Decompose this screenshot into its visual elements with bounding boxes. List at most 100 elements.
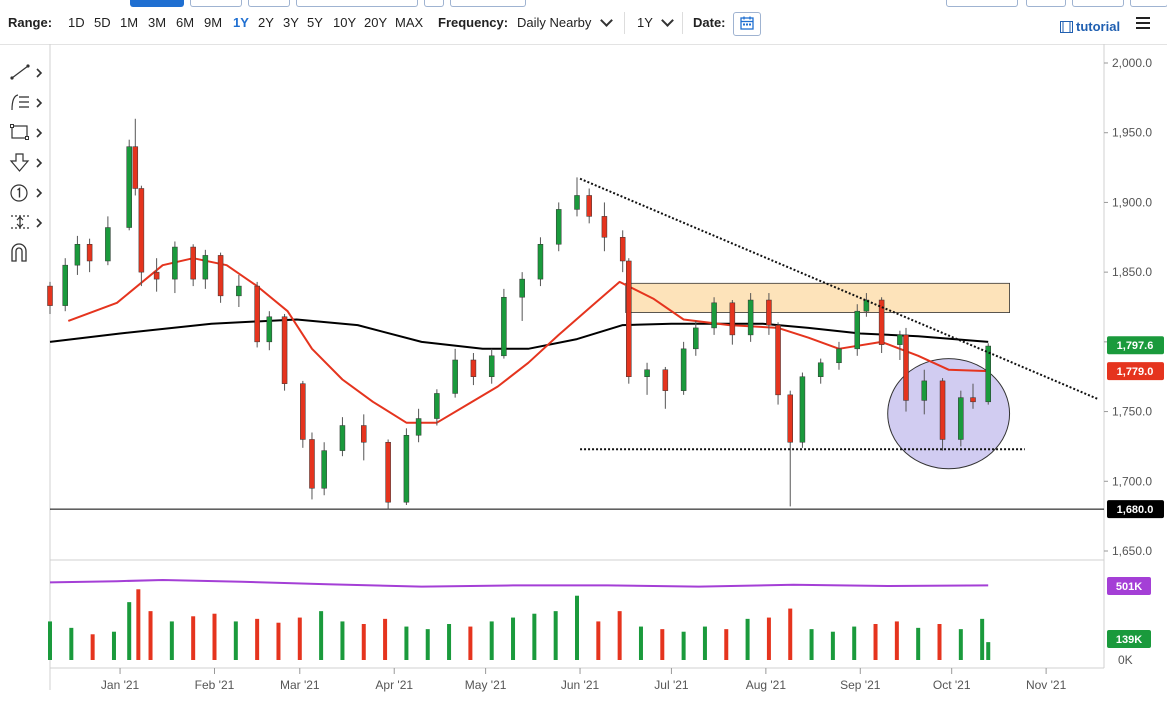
candle-body	[693, 327, 699, 350]
volume-bar	[766, 617, 771, 660]
volume-bar	[148, 611, 153, 660]
candle-body	[644, 369, 650, 377]
volume-bar	[617, 611, 622, 660]
volume-bar	[745, 618, 750, 660]
volume-bar	[425, 629, 430, 660]
toolbar-stub[interactable]	[130, 0, 184, 7]
toolbar-stub[interactable]	[450, 0, 526, 7]
volume-bar	[958, 629, 963, 660]
range-5y[interactable]: 5Y	[307, 15, 323, 30]
oscillator-label-box	[1107, 577, 1151, 595]
line-tool-icon	[10, 64, 43, 80]
toolbar-stub[interactable]	[1072, 0, 1124, 7]
range-max[interactable]: MAX	[395, 15, 424, 30]
annotation-tool[interactable]	[8, 180, 46, 204]
volume-bar	[340, 621, 345, 660]
range-1y[interactable]: 1Y	[233, 15, 249, 30]
volume-bar	[361, 624, 366, 660]
annotations-front	[579, 177, 1099, 451]
moving-average-long	[49, 318, 989, 350]
toolbar-divider	[624, 12, 625, 34]
range-20y[interactable]: 20Y	[364, 15, 388, 30]
candle-body	[470, 359, 477, 377]
range-6m[interactable]: 6M	[176, 15, 195, 30]
candle-body	[126, 146, 132, 228]
candle-body	[254, 285, 260, 343]
y-tick-label: 2,000.0	[1112, 56, 1152, 70]
range-label: Range:	[8, 15, 53, 30]
arrow-tool[interactable]	[8, 150, 46, 174]
range-1d[interactable]: 1D	[68, 15, 85, 30]
volume-bar	[809, 629, 814, 660]
rectangle-tool[interactable]	[8, 120, 46, 144]
price-label: 1,680.0	[1117, 504, 1154, 516]
candle-body	[385, 441, 391, 503]
volume-bar	[255, 618, 260, 660]
series-layer	[47, 118, 991, 660]
fibonacci-tool[interactable]	[8, 90, 46, 114]
candle-body	[903, 334, 909, 401]
toolbar-stub[interactable]	[424, 0, 444, 7]
range-3y[interactable]: 3Y	[283, 15, 299, 30]
tutorial-link[interactable]: tutorial	[1076, 19, 1121, 34]
candle-body	[434, 393, 440, 419]
candle-body	[452, 359, 458, 394]
arrow-down-icon	[9, 153, 43, 172]
candle-body	[775, 324, 781, 396]
measure-tool[interactable]	[8, 210, 46, 234]
volume-bar	[980, 618, 985, 660]
toolbar-stub[interactable]	[946, 0, 1018, 7]
x-tick-label: Jun '21	[561, 678, 600, 692]
range-10y[interactable]: 10Y	[333, 15, 357, 30]
frequency-label: Frequency:	[438, 15, 509, 30]
candle-body	[105, 227, 111, 262]
candle-body	[86, 244, 93, 262]
candle-body	[415, 418, 422, 436]
candle-body	[939, 380, 946, 440]
toolbar-stub[interactable]	[1026, 0, 1066, 7]
menu-icon[interactable]	[1136, 17, 1150, 29]
candle-body	[878, 299, 885, 345]
date-picker-button[interactable]	[733, 12, 761, 36]
volume-bar	[233, 621, 238, 660]
candle-body	[729, 302, 736, 336]
candle-body	[339, 425, 346, 451]
frequency-select[interactable]: Daily Nearby	[517, 15, 592, 30]
y-tick-label: 1,750.0	[1112, 405, 1152, 419]
magnet-icon	[11, 243, 27, 262]
range-2y[interactable]: 2Y	[258, 15, 274, 30]
volume-bar	[986, 642, 991, 660]
candle-body	[519, 278, 525, 298]
highlight-ellipse	[887, 358, 1011, 470]
candle-body	[321, 450, 327, 489]
toolbar-stub[interactable]	[190, 0, 242, 7]
candle-body	[787, 394, 793, 443]
candle-body	[74, 244, 81, 266]
candle-body	[62, 264, 68, 306]
magnet-tool[interactable]	[8, 240, 46, 264]
range-9m[interactable]: 9M	[204, 15, 223, 30]
volume-bar	[724, 629, 729, 660]
period-select[interactable]: 1Y	[637, 15, 653, 30]
volume-bar	[511, 617, 516, 660]
line-tool[interactable]	[8, 60, 46, 84]
toolbar-stub[interactable]	[1130, 0, 1167, 7]
candle-body	[619, 237, 626, 262]
candle-body	[47, 285, 53, 306]
volume-bar	[660, 629, 665, 660]
candle-body	[153, 271, 160, 280]
range-5d[interactable]: 5D	[94, 15, 111, 30]
candle-body	[190, 246, 196, 280]
volume-bar	[169, 621, 174, 660]
toolbar-stub[interactable]	[248, 0, 290, 7]
toolbar-stub[interactable]	[296, 0, 418, 7]
range-1m[interactable]: 1M	[120, 15, 139, 30]
candle-body	[266, 316, 273, 343]
volume-bar	[276, 622, 281, 660]
range-3m[interactable]: 3M	[148, 15, 167, 30]
candle-body	[921, 380, 928, 401]
candle-body	[300, 383, 306, 440]
candle-body	[217, 255, 224, 297]
price-label: 1,797.6	[1117, 340, 1154, 352]
